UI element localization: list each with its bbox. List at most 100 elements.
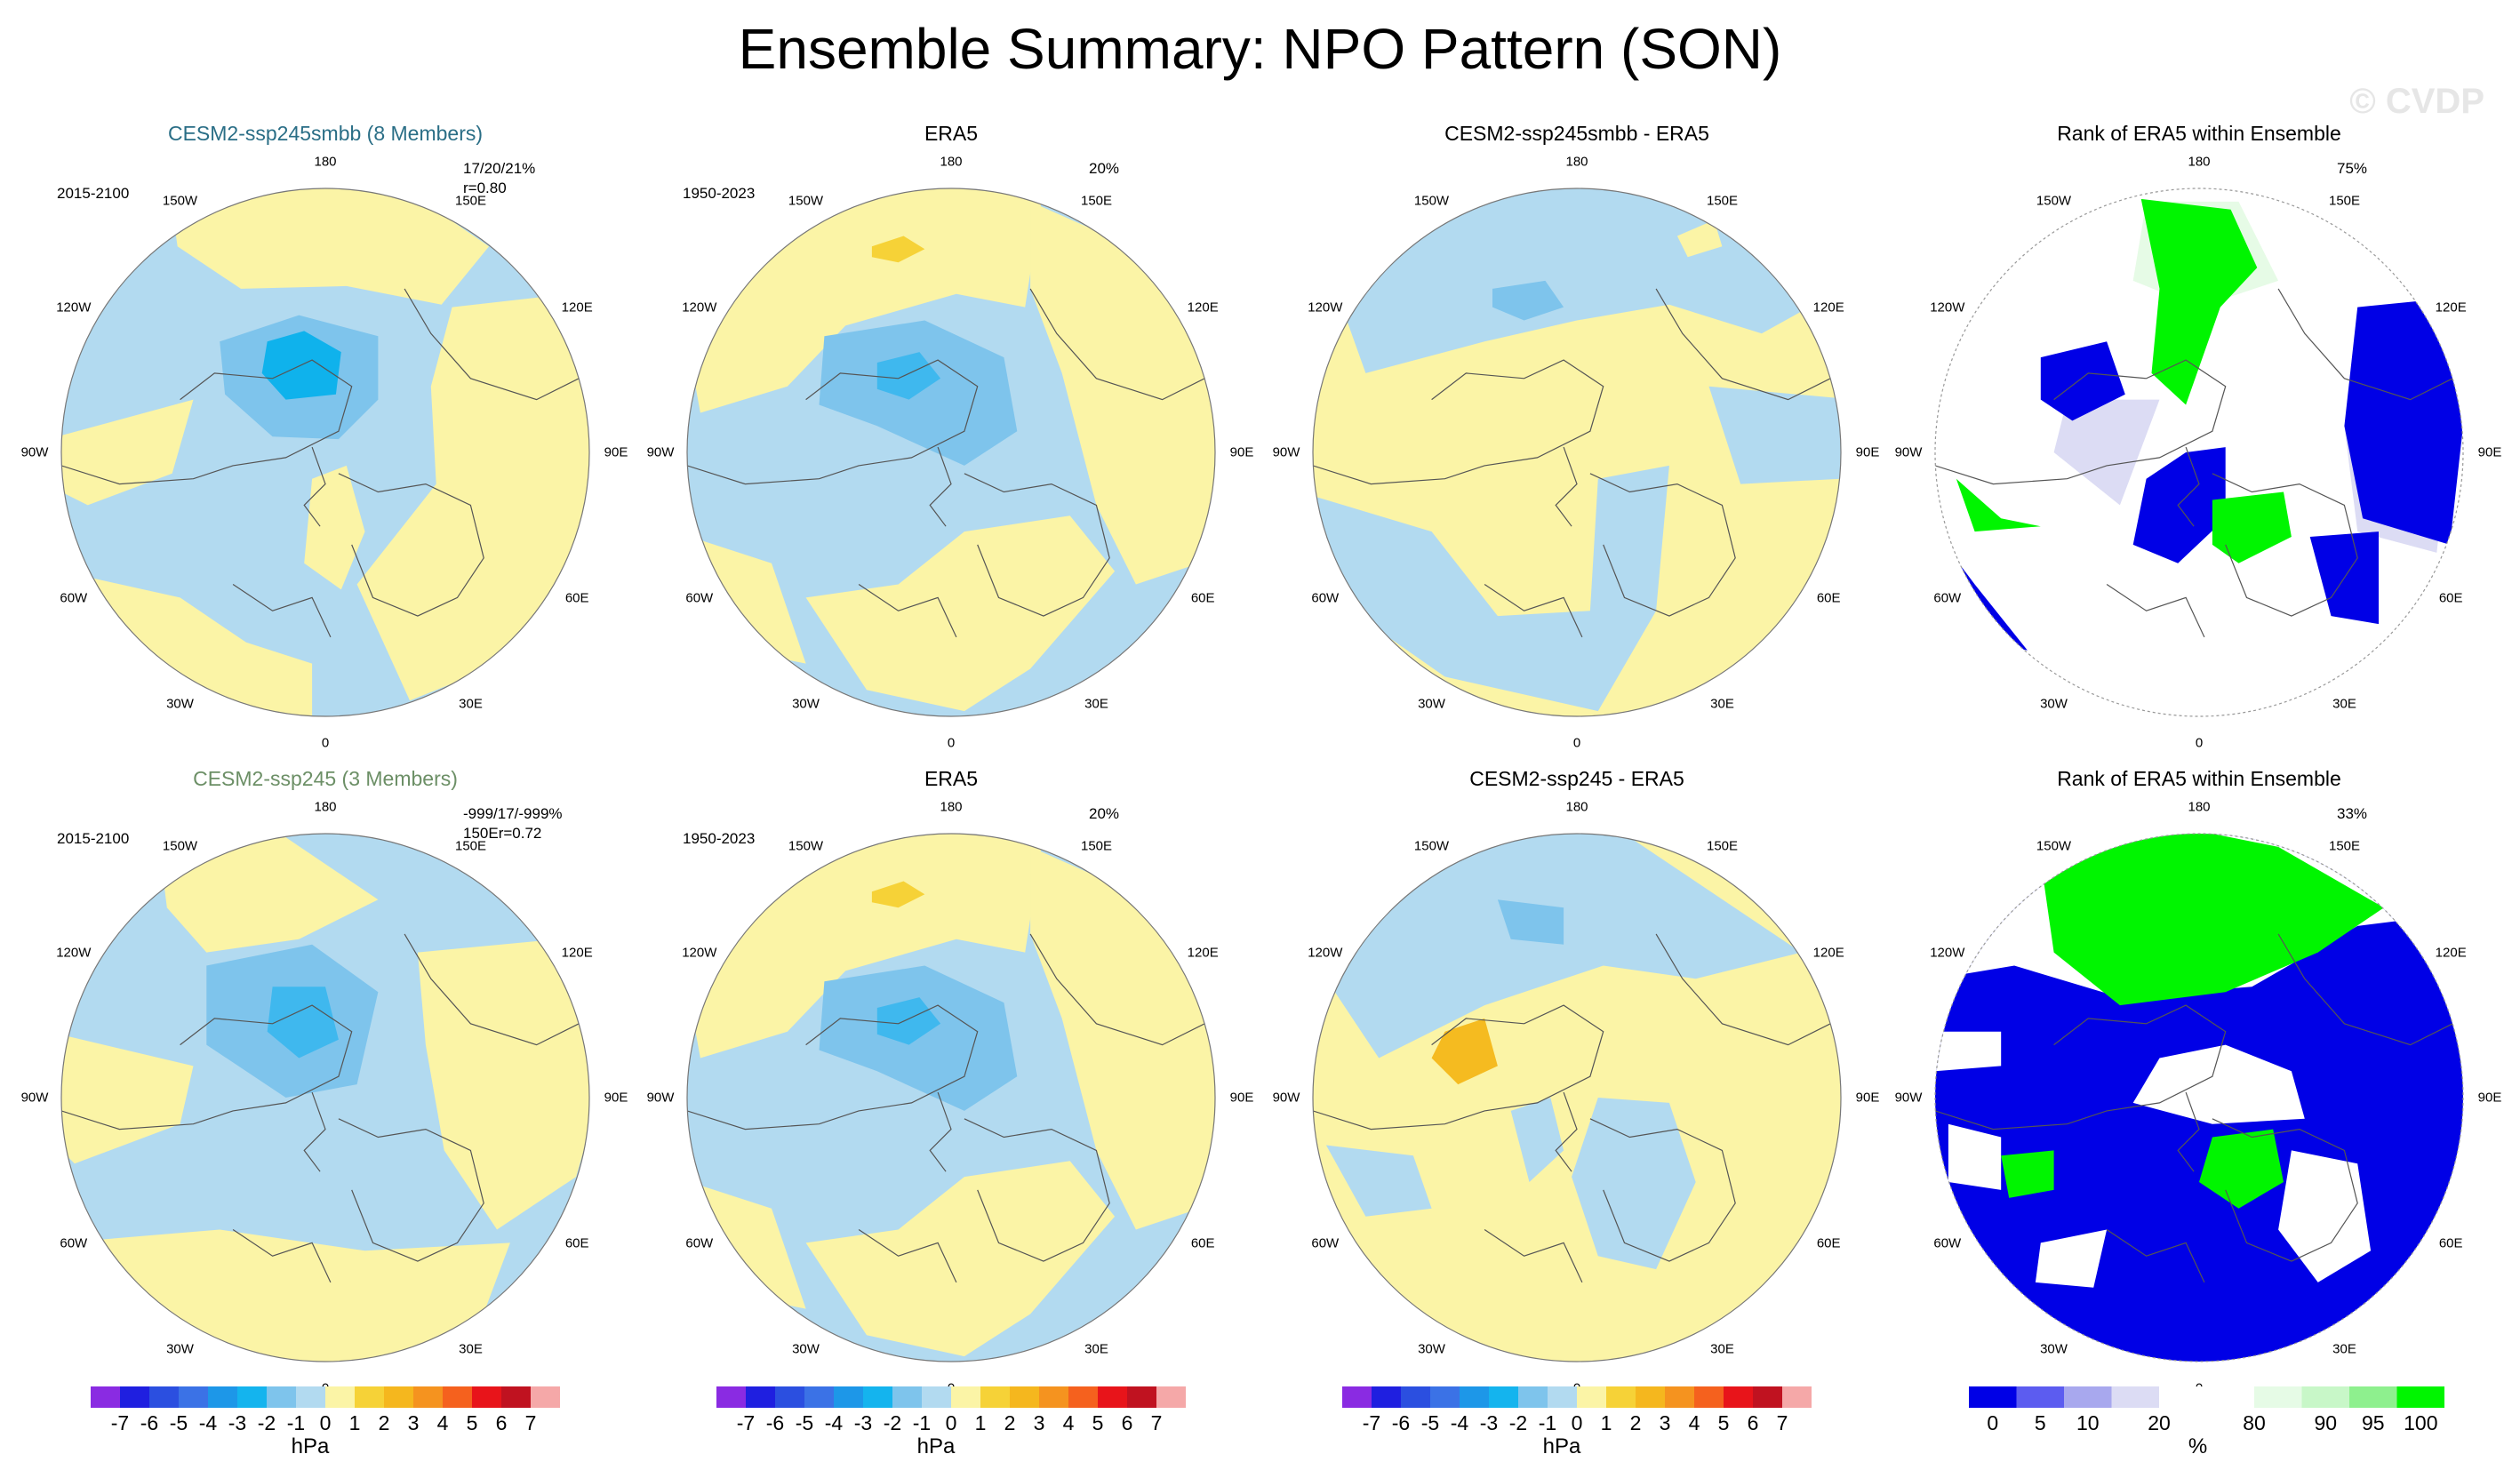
coastline [232,1229,332,1283]
field-region [1510,1098,1564,1182]
coastline [1313,359,1604,485]
longitude-label: 90W [646,1090,675,1106]
field-region [1676,220,1723,258]
panel-title: CESM2-ssp245 - ERA5 [1469,767,1684,790]
colorbar-swatch [1665,1386,1695,1408]
longitude-label: 90W [1894,444,1923,460]
field-region [2199,1129,2284,1209]
longitude-label: 180 [314,154,337,170]
coastline [1655,933,1841,1046]
longitude-label: 120E [2435,945,2467,960]
colorbar-tick-label: -3 [853,1411,873,1434]
coastline [61,1004,353,1130]
coastline [1484,584,1583,638]
coastline [929,1091,952,1172]
colorbar-swatch [863,1386,893,1408]
colorbar-tick-label: 5 [1092,1411,1104,1434]
colorbar-swatch [1156,1386,1186,1408]
colorbar-swatch [1342,1386,1372,1408]
colorbar-tick-label: 95 [2362,1411,2385,1434]
coastline [338,473,484,617]
field-region [1956,478,2041,532]
longitude-label: 90E [2477,444,2502,460]
longitude-label: 150W [1413,838,1450,854]
polar-map [1312,188,1842,717]
colorbar-tick-label: -3 [1479,1411,1499,1434]
colorbar-swatch [384,1386,414,1408]
colorbar-tick-label: 2 [378,1411,390,1434]
coastline [338,1118,484,1262]
field-region [871,881,925,908]
watermark: © CVDP [2349,82,2484,121]
panel-annotation: 17/20/21% [463,160,536,177]
coastline [2106,584,2205,638]
longitude-label: 150W [788,193,824,209]
longitude-label: 60E [564,1235,589,1250]
map-boundary [60,188,590,717]
longitude-label: 120E [561,945,593,960]
colorbar-tick-label: -5 [169,1411,188,1434]
coastline [964,1118,1110,1262]
colorbar [716,1386,1186,1408]
longitude-label: 180 [2188,154,2211,170]
panel-annotation: 2015-2100 [57,830,130,847]
longitude-label: 150E [2328,193,2361,209]
coastline [1029,288,1215,401]
longitude-label: 30W [2040,1341,2068,1357]
longitude-label: 60W [1933,1235,1962,1250]
colorbar-swatch [1430,1386,1460,1408]
colorbar-tick-label: -1 [1538,1411,1557,1434]
field-region [1325,188,1810,373]
colorbar-tick-label: -2 [1508,1411,1528,1434]
longitude-label: 90E [1855,1090,1880,1106]
colorbar-swatch [1753,1386,1783,1408]
longitude-label: 180 [1565,154,1588,170]
field-region [1497,899,1564,945]
colorbar-swatch [2064,1386,2112,1408]
longitude-label: 90E [2477,1090,2502,1106]
colorbar-swatch [2349,1386,2397,1408]
field-region [1935,1031,2002,1072]
coastline [1313,1004,1604,1130]
colorbar-tick-label: -4 [198,1411,218,1434]
longitude-label: 0 [321,735,330,751]
colorbar-swatch [267,1386,297,1408]
longitude-label: 60E [1816,590,1841,605]
field-region [2132,447,2226,563]
longitude-label: 120W [682,945,717,960]
colorbar-tick-label: -6 [765,1411,785,1434]
longitude-label: 30W [166,1341,194,1357]
colorbar-swatch [2301,1386,2350,1408]
longitude-label: 120E [1187,300,1219,315]
colorbar-swatch [1969,1386,2017,1408]
coastline [1655,288,1841,401]
colorbar-tick-label: -4 [824,1411,844,1434]
field-region [1708,386,1841,484]
field-region [876,352,941,400]
colorbar-swatch [1577,1386,1607,1408]
field-region [2278,1150,2372,1282]
colorbar-swatch [746,1386,776,1408]
longitude-label: 30E [1084,696,1108,712]
colorbar-tick-label: 7 [524,1411,537,1434]
colorbar-swatch [501,1386,532,1408]
coastline [858,584,957,638]
colorbar-tick-label: 4 [436,1411,449,1434]
field-region [172,188,490,305]
panel-annotation: 1950-2023 [683,830,756,847]
longitude-label: 60E [1190,1235,1215,1250]
colorbar-tick-label: 80 [2243,1411,2266,1434]
colorbar-tick-label: 5 [2034,1411,2046,1434]
colorbar-tick-label: 10 [2076,1411,2100,1434]
longitude-label: 120W [56,945,92,960]
longitude-label: 30E [2332,696,2356,712]
map-boundary [60,833,590,1362]
colorbar-swatch [120,1386,150,1408]
colorbar-swatch [1372,1386,1402,1408]
field-region [876,997,941,1045]
longitude-label: 60W [1311,1235,1340,1250]
colorbar-units: hPa [291,1434,330,1458]
field-region [1948,1123,2002,1190]
coastline [2177,446,2200,527]
polar-map [686,188,1216,717]
